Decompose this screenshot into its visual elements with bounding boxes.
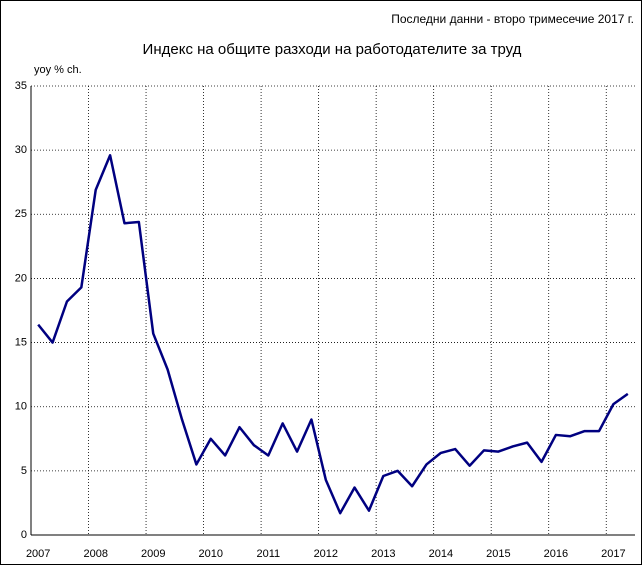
x-tick-label: 2016 (544, 548, 568, 560)
y-tick-label: 10 (15, 401, 27, 413)
y-tick-label: 30 (15, 144, 27, 156)
x-tick-label: 2007 (26, 548, 50, 560)
x-tick-label: 2013 (371, 548, 395, 560)
chart-title: Индекс на общите разходи на работодатели… (143, 41, 522, 58)
x-tick-label: 2011 (256, 548, 280, 560)
x-tick-label: 2012 (314, 548, 338, 560)
y-axis-label: yoy % ch. (34, 64, 82, 76)
y-tick-label: 0 (21, 529, 27, 541)
y-tick-label: 25 (15, 208, 27, 220)
y-tick-label: 35 (15, 80, 27, 92)
x-tick-label: 2009 (141, 548, 165, 560)
y-tick-label: 15 (15, 336, 27, 348)
x-tick-label: 2014 (429, 548, 453, 560)
y-tick-label: 20 (15, 272, 27, 284)
x-tick-label: 2017 (601, 548, 625, 560)
x-tick-label: 2015 (486, 548, 510, 560)
chart-subtitle: Последни данни - второ тримесечие 2017 г… (391, 12, 634, 26)
x-tick-label: 2008 (83, 548, 107, 560)
x-tick-label: 2010 (199, 548, 223, 560)
y-tick-label: 5 (21, 465, 27, 477)
line-series (37, 154, 629, 515)
